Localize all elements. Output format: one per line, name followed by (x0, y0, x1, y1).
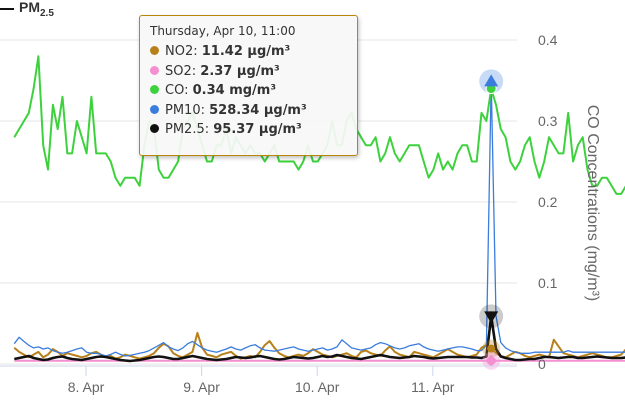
series-line-pm10[interactable] (13, 80, 625, 357)
x-tick-label: 8. Apr (68, 379, 105, 395)
co-dot-icon (150, 85, 159, 94)
y-tick-label: 0.2 (538, 194, 558, 210)
legend[interactable]: PM2.5 (0, 0, 54, 19)
tooltip-title: Thursday, Apr 10, 11:00 (150, 24, 296, 38)
no2-dot-icon (150, 46, 159, 55)
legend-label-pm25: PM2.5 (19, 0, 54, 19)
y-tick-label: 0.4 (538, 32, 558, 48)
hover-markers (479, 69, 504, 370)
series-line-pm25[interactable] (14, 314, 625, 363)
pm25-dot-icon (150, 124, 159, 133)
series-line-no2[interactable] (13, 331, 625, 360)
pm10-marker (484, 74, 499, 87)
x-tick-label: 9. Apr (183, 379, 220, 395)
tooltip-row-co: CO: 0.34 mg/m³ (150, 81, 347, 101)
tooltip-row-pm10: PM10: 528.34 μg/m³ (150, 101, 347, 121)
tooltip-row-pm25: PM2.5: 95.37 μg/m³ (150, 120, 347, 140)
no2-marker (487, 344, 496, 353)
tooltip-row-no2: NO2: 11.42 μg/m³ (150, 42, 347, 62)
pm10-dot-icon (150, 104, 159, 114)
pm25-marker (484, 311, 499, 324)
x-axis: 8. Apr 9. Apr 10. Apr 11. Apr (0, 365, 517, 395)
so2-marker (485, 354, 498, 367)
x-ticks: 8. Apr 9. Apr 10. Apr 11. Apr (68, 366, 455, 395)
x-tick-label: 11. Apr (411, 379, 455, 395)
tooltip: Thursday, Apr 10, 11:00 NO2: 11.42 μg/m³… (139, 15, 358, 156)
x-tick-label: 10. Apr (295, 379, 340, 395)
y-tick-label: 0.1 (538, 275, 558, 291)
y-tick-label: 0.3 (538, 113, 558, 129)
y-axis-title: CO Concentrations (mg/m³) (584, 105, 601, 302)
y-axis-right: 0 0.1 0.2 0.3 0.4 (538, 32, 558, 372)
so2-dot-icon (150, 65, 159, 75)
tooltip-row-so2: SO2: 2.37 μg/m³ (150, 62, 347, 82)
y-tick-label: 0 (538, 356, 546, 372)
